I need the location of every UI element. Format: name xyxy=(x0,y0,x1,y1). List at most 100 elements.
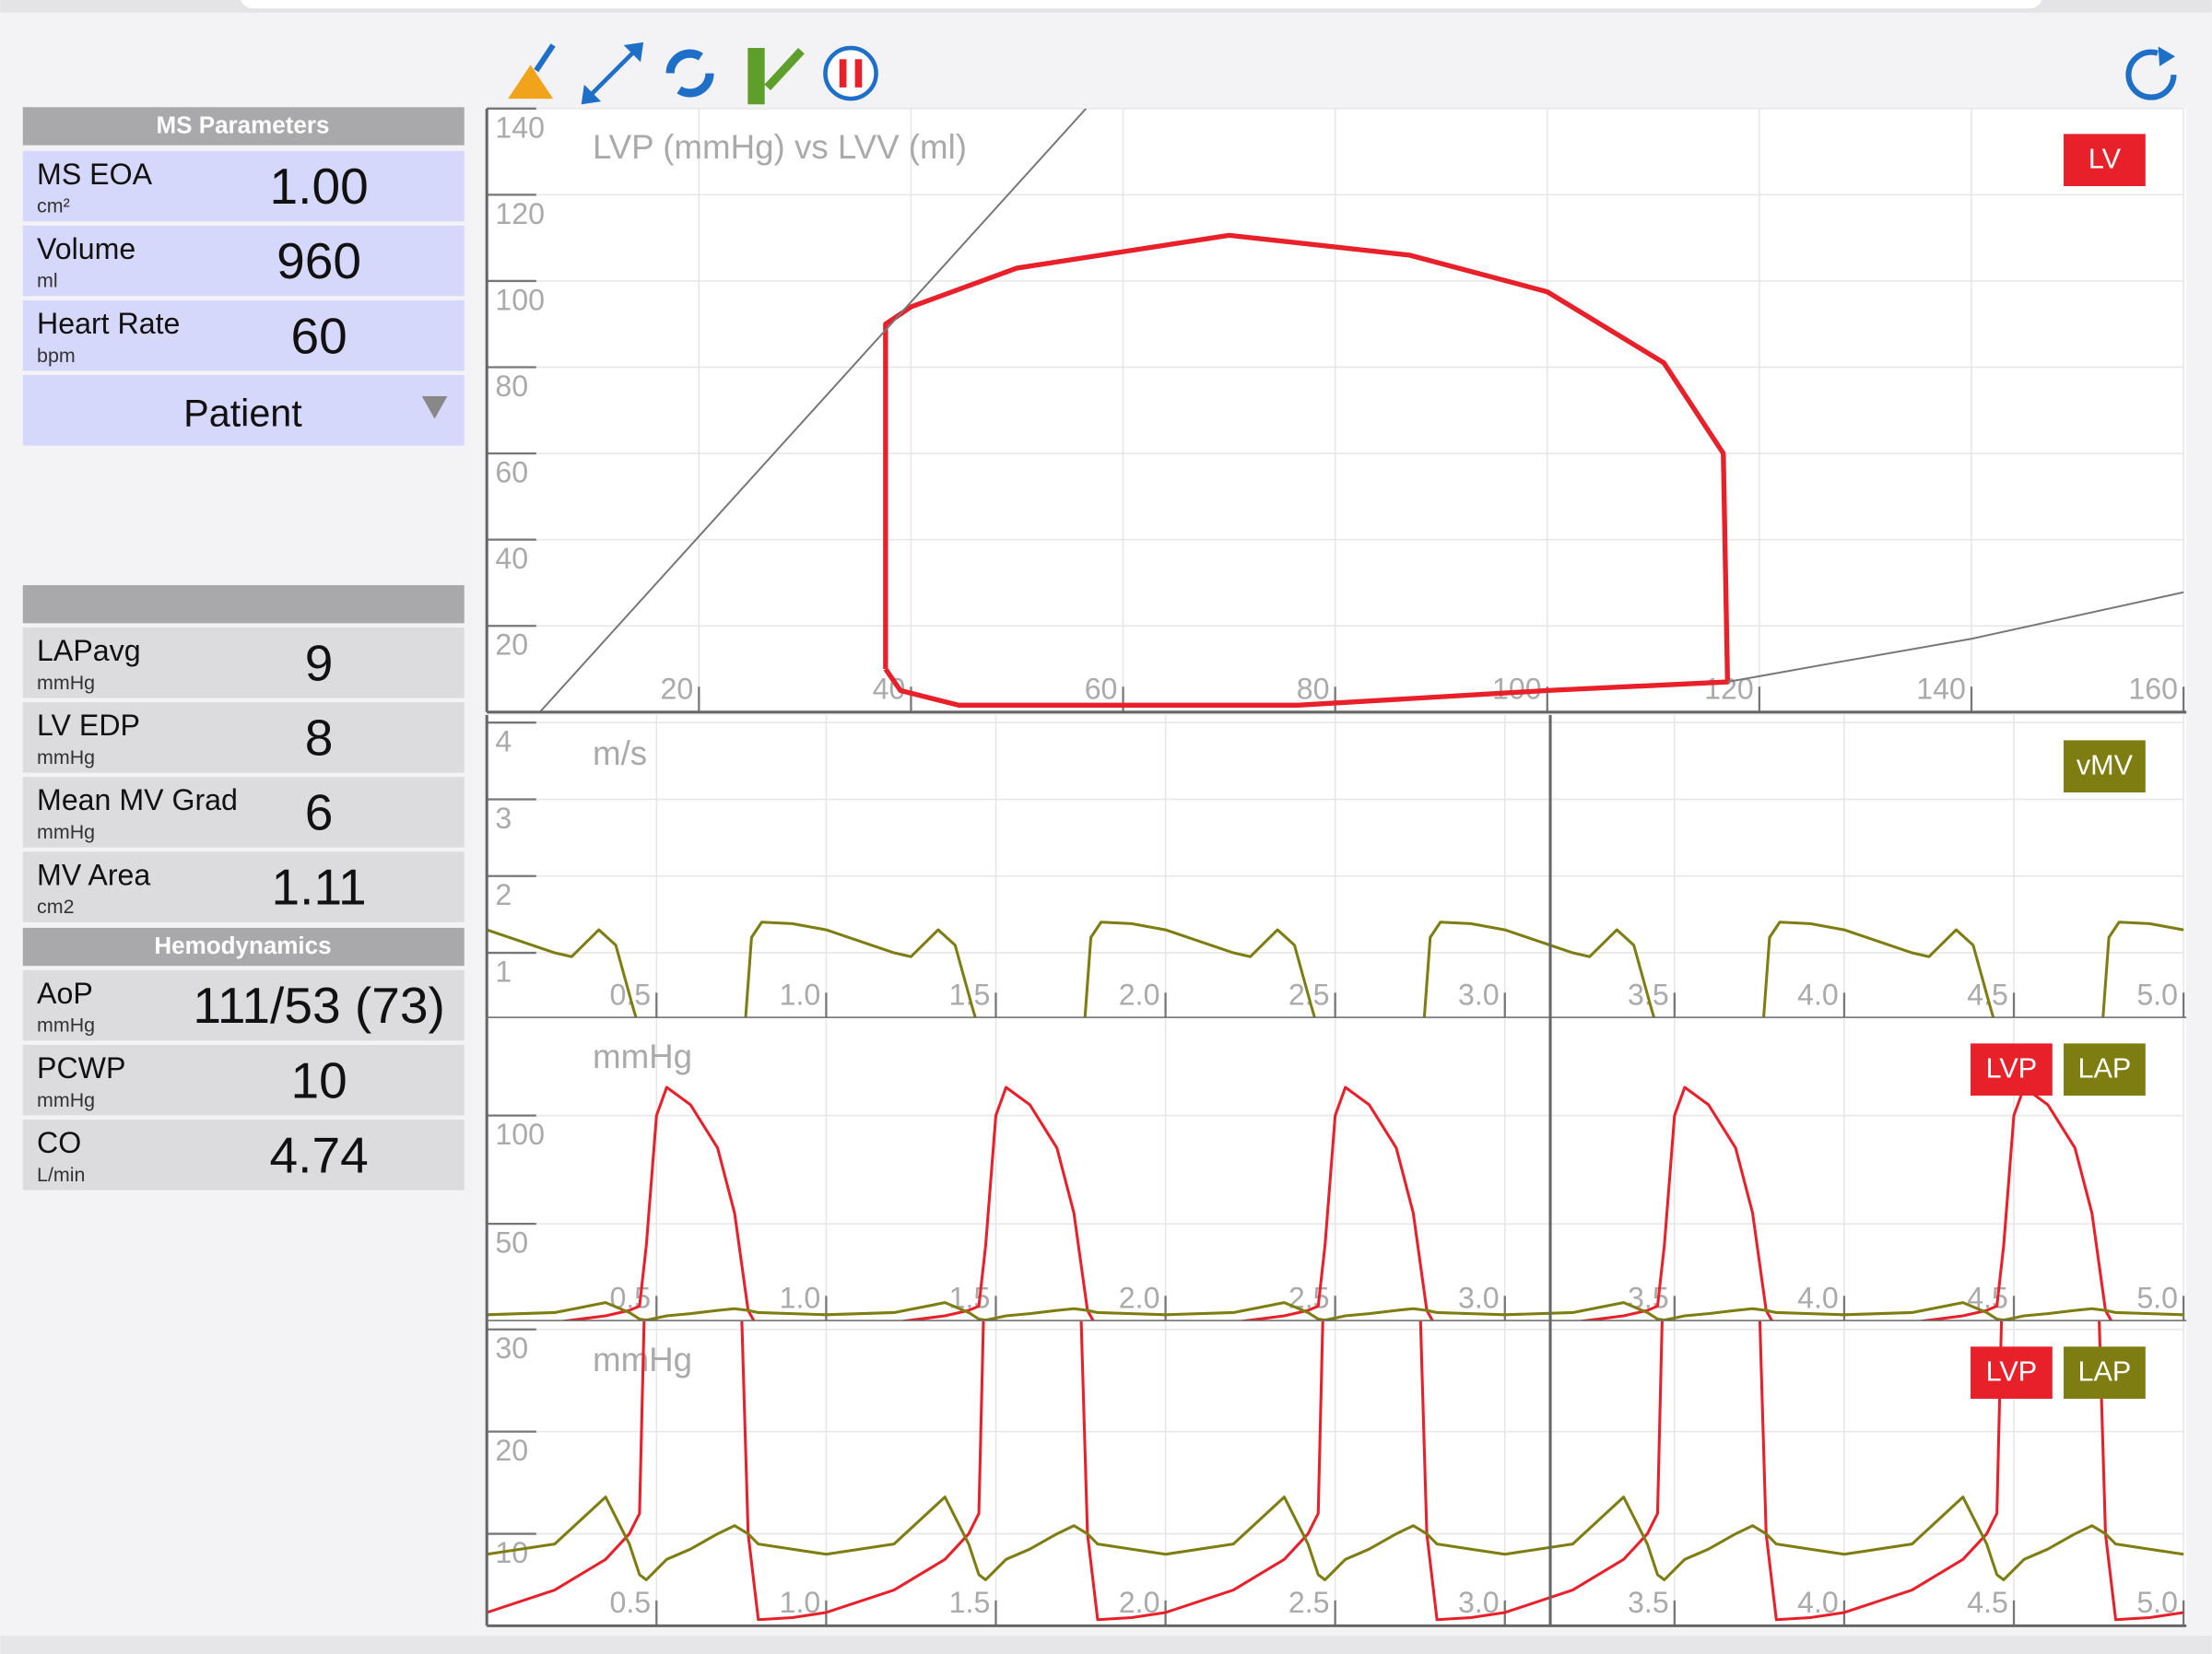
selector-background[interactable] xyxy=(22,375,465,446)
parameter-row: LAPavg mmHg 9 xyxy=(22,627,465,698)
x-tick-label: 3.0 xyxy=(1458,978,1500,1011)
y-tick-label: 20 xyxy=(495,628,528,662)
series-line xyxy=(1727,591,2184,684)
legend-badge: vMV xyxy=(2064,740,2146,793)
patient-selector[interactable]: Patient xyxy=(22,375,465,446)
parameter-unit: cm2 xyxy=(37,896,74,918)
parameter-unit: mmHg xyxy=(37,1015,95,1037)
parameter-label: CO xyxy=(37,1126,81,1159)
parameter-unit: mmHg xyxy=(37,746,95,768)
legend-label: LAP xyxy=(2078,1053,2132,1085)
y-tick-label: 40 xyxy=(495,542,528,575)
y-tick-label: 4 xyxy=(495,725,512,758)
parameter-value: 10 xyxy=(290,1051,347,1109)
parameter-value: 960 xyxy=(276,232,361,289)
legend-swatch xyxy=(2064,134,2146,186)
parameter-label: MV Area xyxy=(37,858,150,891)
parameter-value: 1.11 xyxy=(272,859,367,916)
legend-swatch xyxy=(1971,1043,2053,1097)
parameter-row: AoP mmHg 111/53 (73) xyxy=(22,969,465,1041)
parameter-label: Heart Rate xyxy=(37,307,180,340)
y-tick-label: 120 xyxy=(495,197,545,230)
row-background xyxy=(22,851,465,922)
x-tick-label: 1.0 xyxy=(780,978,821,1011)
y-tick-label: 30 xyxy=(495,1331,528,1365)
parameter-value: 6 xyxy=(305,784,334,841)
section-header xyxy=(22,107,465,146)
row-background xyxy=(22,1044,465,1116)
parameter-label: LAPavg xyxy=(37,634,141,667)
section-header xyxy=(22,585,465,624)
legend-badge: LVP xyxy=(1971,1346,2053,1400)
parameter-label: MS EOA xyxy=(37,158,153,191)
series-line xyxy=(549,1085,2113,1321)
pause-button[interactable] xyxy=(823,45,878,101)
row-background xyxy=(22,627,465,698)
row-background xyxy=(22,299,465,371)
footer-strip xyxy=(0,1636,2212,1654)
row-background xyxy=(22,225,465,297)
series-line xyxy=(487,921,2184,1018)
charts: 20 40 60 80 100 120 140 16020406080100120140LVP… xyxy=(485,107,2187,1627)
dropdown-arrow[interactable] xyxy=(421,396,448,419)
legend-badge: LAP xyxy=(2064,1346,2146,1400)
y-tick-label: 100 xyxy=(495,283,545,316)
plot-area xyxy=(487,1320,2187,1626)
resize-button[interactable] xyxy=(581,41,644,105)
parameter-unit: bpm xyxy=(37,345,76,367)
parameter-row: Volume ml 960 xyxy=(22,225,465,297)
x-tick-label: 5.0 xyxy=(2136,978,2178,1011)
y-tick-label: 2 xyxy=(495,878,512,911)
legend-badge: LVP xyxy=(1971,1043,2053,1097)
y-tick-label: 20 xyxy=(495,1434,528,1467)
address-bar xyxy=(241,0,2042,9)
x-tick-label: 1.0 xyxy=(780,1281,821,1314)
legend-label: LVP xyxy=(1986,1053,2038,1085)
x-tick-label: 160 xyxy=(2128,672,2178,705)
chart-title: m/s xyxy=(593,734,647,772)
legend-swatch xyxy=(1971,1346,2053,1400)
series-line xyxy=(487,1320,2184,1622)
y-tick-label: 1 xyxy=(495,955,512,988)
measure-button[interactable] xyxy=(747,47,805,105)
parameter-unit: mmHg xyxy=(37,821,95,843)
parameter-value: 9 xyxy=(305,634,334,691)
toolbar xyxy=(508,41,2177,105)
parameter-value: 8 xyxy=(305,709,334,766)
clear-button[interactable] xyxy=(508,43,556,100)
parameter-value: 1.00 xyxy=(270,158,369,215)
parameter-label: LV EDP xyxy=(37,709,140,742)
x-tick-label: 2.5 xyxy=(1288,1586,1330,1619)
y-tick-label: 50 xyxy=(495,1226,528,1260)
parameter-row: Heart Rate bpm 60 xyxy=(22,299,465,371)
parameter-label: Volume xyxy=(37,232,135,265)
x-tick-label: 1.5 xyxy=(949,1586,991,1619)
y-tick-label: 3 xyxy=(495,802,512,835)
y-tick-label: 80 xyxy=(495,370,528,403)
legend-badge: LAP xyxy=(2064,1043,2146,1097)
row-background xyxy=(22,702,465,773)
parameter-label: Mean MV Grad xyxy=(37,783,238,816)
legend-swatch xyxy=(2064,1043,2146,1097)
parameter-value: 4.74 xyxy=(270,1126,369,1183)
parameter-label: PCWP xyxy=(37,1051,125,1085)
parameter-row: PCWP mmHg 10 xyxy=(22,1044,465,1116)
row-background xyxy=(22,969,465,1041)
y-tick-label: 140 xyxy=(495,111,545,144)
selector-label[interactable]: Patient xyxy=(183,392,302,434)
reset-button[interactable] xyxy=(665,49,714,98)
parameter-row: MS EOA cm² 1.00 xyxy=(22,150,465,222)
parameter-row: CO L/min 4.74 xyxy=(22,1120,465,1191)
chart-title: mmHg xyxy=(593,1038,692,1075)
parameter-value: 60 xyxy=(290,307,347,364)
legend-label: LV xyxy=(2088,144,2122,175)
parameter-row: LV EDP mmHg 8 xyxy=(22,702,465,773)
refresh-button[interactable] xyxy=(2125,46,2177,100)
plot-area xyxy=(487,714,2187,1018)
x-tick-label: 4.5 xyxy=(1967,1586,2008,1619)
section-title: Hemodynamics xyxy=(154,932,331,959)
parameter-row: MV Area cm2 1.11 xyxy=(22,851,465,922)
legend-swatch xyxy=(2064,740,2146,793)
